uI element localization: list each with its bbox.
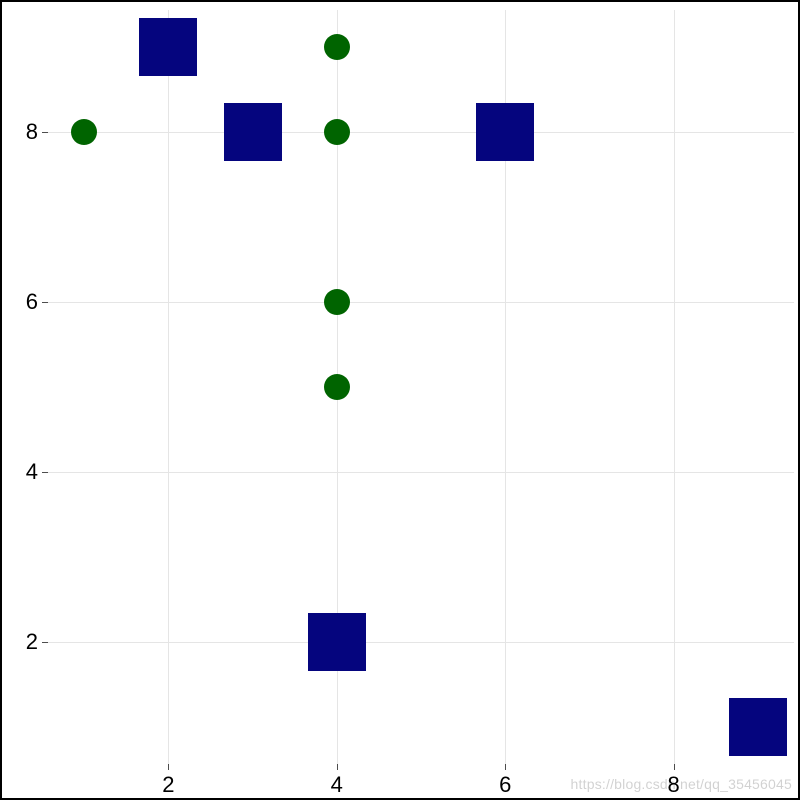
- data-point-squares: [729, 698, 787, 756]
- chart-frame: 24682468 https://blog.csdn.net/qq_354560…: [0, 0, 800, 800]
- plot-panel: 24682468: [48, 10, 794, 764]
- y-axis-tick-label: 8: [26, 119, 38, 145]
- x-axis-tick-label: 6: [499, 772, 511, 798]
- x-axis-tick: [505, 764, 506, 770]
- data-point-squares: [476, 103, 534, 161]
- data-point-circles: [324, 289, 350, 315]
- grid-line-vertical: [168, 10, 169, 764]
- x-axis-tick: [674, 764, 675, 770]
- data-point-circles: [71, 119, 97, 145]
- data-point-squares: [224, 103, 282, 161]
- grid-line-horizontal: [48, 132, 794, 133]
- y-axis-tick: [42, 642, 48, 643]
- x-axis-tick-label: 2: [162, 772, 174, 798]
- grid-line-horizontal: [48, 472, 794, 473]
- data-point-circles: [324, 374, 350, 400]
- y-axis-tick-label: 2: [26, 629, 38, 655]
- x-axis-tick: [337, 764, 338, 770]
- data-point-circles: [324, 34, 350, 60]
- x-axis-tick-label: 4: [331, 772, 343, 798]
- grid-line-horizontal: [48, 302, 794, 303]
- y-axis-tick: [42, 472, 48, 473]
- data-point-circles: [324, 119, 350, 145]
- grid-line-vertical: [674, 10, 675, 764]
- x-axis-tick: [168, 764, 169, 770]
- data-point-squares: [139, 18, 197, 76]
- y-axis-tick-label: 4: [26, 459, 38, 485]
- data-point-squares: [308, 613, 366, 671]
- y-axis-tick-label: 6: [26, 289, 38, 315]
- y-axis-tick: [42, 302, 48, 303]
- y-axis-tick: [42, 132, 48, 133]
- watermark: https://blog.csdn.net/qq_35456045: [571, 776, 792, 792]
- grid-line-horizontal: [48, 642, 794, 643]
